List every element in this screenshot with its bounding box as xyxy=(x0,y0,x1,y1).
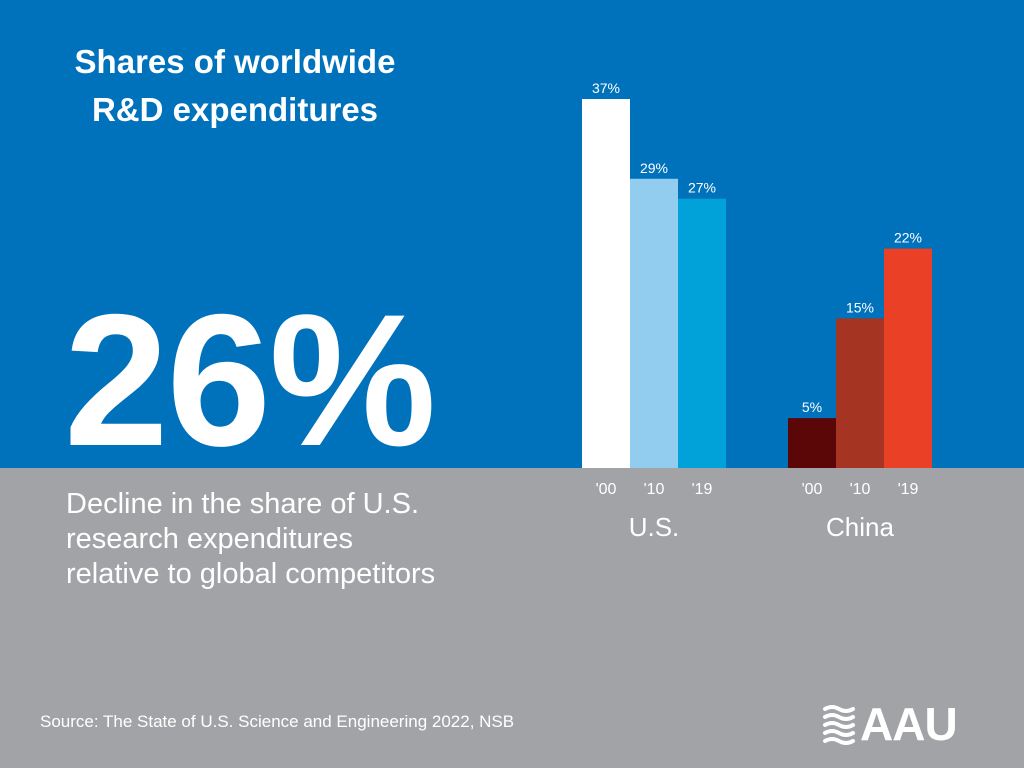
headline-stat: 26% xyxy=(64,275,436,485)
year-tick-label: '19 xyxy=(692,481,713,498)
bar-value-label: 15% xyxy=(846,299,874,315)
year-tick-label: '00 xyxy=(802,481,823,498)
year-tick-label: '19 xyxy=(898,481,919,498)
chart-title-line-2: R&D expenditures xyxy=(91,91,379,128)
bar-china-10 xyxy=(836,318,884,468)
bar-value-label: 27% xyxy=(688,180,716,196)
bar-us-19 xyxy=(678,198,726,468)
bar-value-label: 5% xyxy=(802,399,822,415)
chart-title: Shares of worldwide R&D expenditures xyxy=(30,38,440,134)
bar-china-00 xyxy=(788,418,836,468)
group-label: China xyxy=(826,512,894,542)
aau-logo: AAU xyxy=(822,698,968,750)
description-line-2: research expenditures xyxy=(66,523,353,555)
year-tick-label: '00 xyxy=(596,481,617,498)
bar-us-10 xyxy=(630,178,678,468)
source-note: Source: The State of U.S. Science and En… xyxy=(40,712,515,731)
year-tick-label: '10 xyxy=(850,481,871,498)
bar-value-label: 29% xyxy=(640,160,668,176)
description-line-1: Decline in the share of U.S. xyxy=(66,488,420,520)
group-label: U.S. xyxy=(629,512,680,542)
chart-title-line-1: Shares of worldwide xyxy=(74,43,396,80)
year-tick-label: '10 xyxy=(644,481,665,498)
stat-description: Decline in the share of U.S. research ex… xyxy=(66,487,506,592)
bar-value-label: 22% xyxy=(894,230,922,246)
bar-china-19 xyxy=(884,248,932,468)
description-line-3: relative to global competitors xyxy=(66,558,436,590)
bar-us-00 xyxy=(582,99,630,468)
bar-value-label: 37% xyxy=(592,80,620,96)
aau-wave-icon xyxy=(823,705,855,745)
aau-logo-text: AAU xyxy=(860,698,958,750)
